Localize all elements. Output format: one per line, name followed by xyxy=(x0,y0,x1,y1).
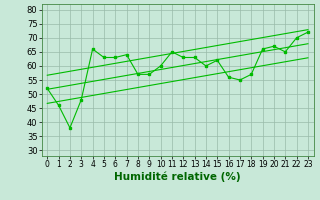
X-axis label: Humidité relative (%): Humidité relative (%) xyxy=(114,172,241,182)
